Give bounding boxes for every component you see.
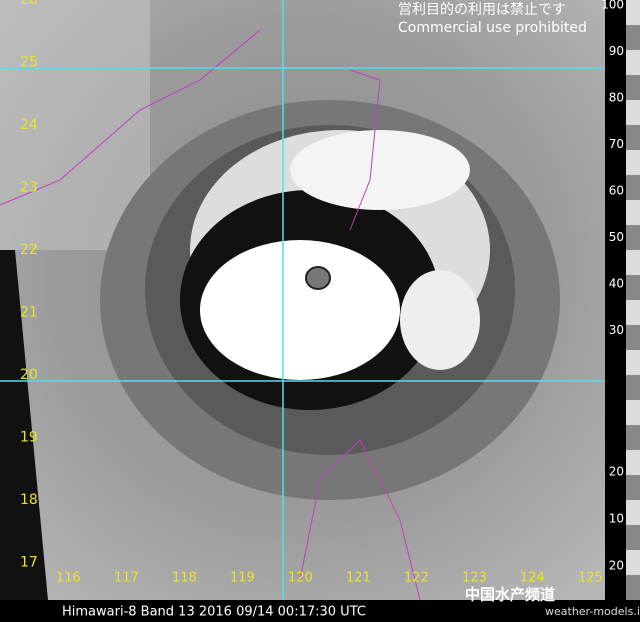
scale-step [626,0,640,25]
scale-step [626,400,640,425]
scale-step [626,300,640,325]
lat-label: 23 [20,180,38,196]
cloud-field [0,0,150,250]
lon-label: 121 [346,571,371,586]
scale-label: 40 [609,277,624,291]
caption: Himawari-8 Band 13 2016 09/14 00:17:30 U… [62,605,366,620]
scale-step [626,275,640,300]
scale-step [626,200,640,225]
scale-step [626,425,640,450]
scale-step [626,125,640,150]
scale-label: 80 [609,91,624,105]
scale-step [626,350,640,375]
scale-step [626,525,640,550]
watermark: 中国水产频道 [465,586,555,604]
coastline [299,439,421,601]
lon-label: 123 [462,571,487,586]
scale-step [626,250,640,275]
lat-label: 21 [20,305,38,321]
scale-step [626,375,640,400]
eyewall [200,240,400,380]
scale-step [626,75,640,100]
scale-step [626,150,640,175]
scale-step [626,475,640,500]
scale-label: 60 [609,184,624,198]
lat-label: 18 [20,492,38,508]
lon-label: 116 [56,571,81,586]
footer-bar [0,600,640,622]
watermark-site: weather-models.info [545,605,640,618]
lon-label: 124 [520,571,545,586]
scale-step [626,550,640,575]
scale-label: 20 [609,559,624,573]
lat-label: 17 [20,555,38,571]
notice: 営利目的の利用は禁止です [398,2,566,18]
scale-label: 90 [609,44,624,58]
lat-label: 22 [20,242,38,258]
scale-label: 10 [609,512,624,526]
lon-label: 119 [230,571,255,586]
scale-step [626,575,640,600]
cold-top [290,130,470,210]
notice: Commercial use prohibited [398,20,587,36]
scale-label: 20 [609,465,624,479]
lat-label: 25 [20,55,38,71]
lat-label: 20 [20,367,38,383]
coastline [349,69,381,231]
scale-step [626,25,640,50]
lat-label: 24 [20,117,38,133]
scale-step [626,100,640,125]
scale-step [626,500,640,525]
lon-label: 117 [114,571,139,586]
scale-label: 30 [609,323,624,337]
coastline [0,29,261,206]
scale-step [626,450,640,475]
scale-label: 70 [609,137,624,151]
lon-label: 120 [288,571,313,586]
scale-step [626,175,640,200]
scale-step [626,50,640,75]
cold-top [400,270,480,370]
scale-label: 100 [601,0,624,12]
scale-step [626,325,640,350]
eye [305,266,331,290]
scale-label: 50 [609,230,624,244]
lat-label: 26 [20,0,38,8]
lon-label: 122 [404,571,429,586]
scale-step [626,225,640,250]
no-data [0,250,48,600]
lon-label: 118 [172,571,197,586]
lon-label: 125 [578,571,603,586]
lat-label: 19 [20,430,38,446]
